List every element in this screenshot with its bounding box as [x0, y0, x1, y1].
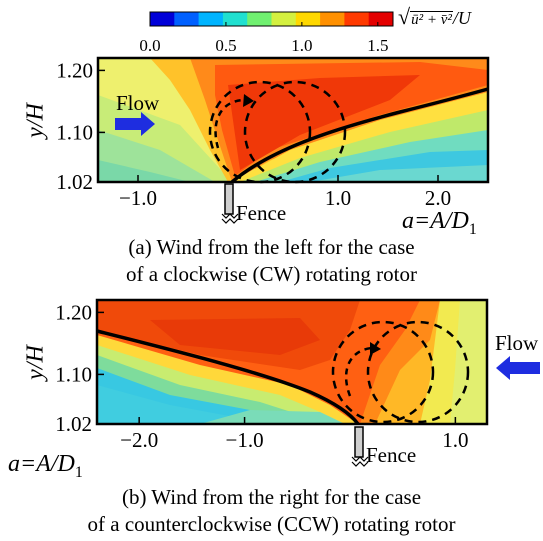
rotor-circle-a2 [243, 80, 347, 184]
colorbar-tick-label: 0.5 [215, 36, 236, 55]
xtick-label: 1.0 [325, 186, 351, 210]
rotor-circle-b2 [366, 320, 470, 424]
velocity-magnitude: ū² + v̄² [410, 11, 453, 28]
xtick-label: −1.0 [119, 186, 157, 210]
colorbar-cell [198, 12, 224, 26]
flow-label-b: Flow [495, 331, 539, 355]
flow-arrow-left [115, 112, 155, 136]
separation-line-a [230, 87, 489, 184]
xtick-label: 2.0 [425, 186, 451, 210]
rotation-arrow-b [344, 346, 373, 397]
flow-label-a: Flow [116, 91, 160, 115]
contour-field-b [97, 300, 487, 424]
flow-arrow-right [496, 356, 540, 380]
colorbar-cell [222, 12, 248, 26]
xlabel-a-text: a=A/D [402, 208, 469, 234]
caption-b-line1: (b) Wind from the right for the case [121, 485, 422, 509]
sqrt-sign: √ [398, 4, 411, 29]
xtick-label: −2.0 [120, 428, 158, 452]
xlabel-a-sub: 1 [468, 220, 477, 238]
fence-marker-a [221, 183, 239, 224]
xtick-label: −1.0 [226, 428, 264, 452]
rotor-circle-a1 [208, 80, 312, 184]
ytick-label: 1.10 [56, 120, 93, 144]
colorbar-cell [368, 12, 394, 26]
xlabel-a: a=A/D1 [402, 208, 477, 239]
contour-field-a [98, 58, 488, 182]
ytick-label: 1.10 [55, 362, 92, 386]
caption-a-line2: of a clockwise (CW) rotating rotor [126, 262, 417, 286]
plot-frame-a [96, 56, 490, 184]
colorbar-label: √ū² + v̄²/U [398, 4, 471, 30]
over-u: /U [452, 8, 471, 28]
colorbar-cell [320, 12, 345, 26]
colorbar-cell [247, 12, 272, 26]
colorbar-tick-label: 1.5 [367, 36, 388, 55]
axes-a: 1.20 1.10 1.02 −1.0 1.0 2.0 [56, 58, 451, 210]
colorbar-cell [344, 12, 370, 26]
colorbar-cell [150, 12, 175, 26]
colorbar-tick-label: 0.0 [139, 36, 160, 55]
separation-line-b [96, 329, 360, 426]
rotation-arrowhead-a [243, 94, 254, 107]
caption-b-line2: of a counterclockwise (CCW) rotating rot… [87, 512, 456, 536]
fence-marker-b [351, 426, 369, 467]
colorbar-cell [271, 12, 297, 26]
colorbar-frame [149, 11, 394, 27]
xlabel-b: a=A/D1 [8, 451, 83, 482]
fence-label-a: Fence [236, 201, 287, 225]
colorbar-tick-label: 1.0 [291, 36, 312, 55]
plot-frame-b [95, 298, 489, 426]
xlabel-b-text: a=A/D [8, 451, 75, 477]
rotation-arrowhead-b [370, 342, 381, 355]
colorbar: 0.0 0.5 1.0 1.5 [139, 11, 394, 55]
colorbar-cell [174, 12, 200, 26]
ytick-label: 1.02 [55, 412, 92, 436]
ytick-label: 1.20 [55, 300, 92, 324]
ytick-label: 1.02 [56, 170, 93, 194]
axes-b: 1.20 1.10 1.02 −2.0 −1.0 1.0 [55, 300, 468, 452]
fence-label-b: Fence [366, 443, 417, 467]
caption-a-line1: (a) Wind from the left for the case [128, 235, 415, 259]
rotor-circle-b1 [331, 320, 435, 424]
panel-a: 1.20 1.10 1.02 −1.0 1.0 2.0 [56, 56, 490, 224]
xlabel-b-sub: 1 [74, 463, 83, 481]
colorbar-ticks: 0.0 0.5 1.0 1.5 [139, 22, 388, 55]
rotation-arrow-a [214, 98, 246, 149]
ytick-label: 1.20 [56, 58, 93, 82]
xtick-label: 1.0 [442, 428, 468, 452]
ylabel-b: y/H [22, 345, 49, 380]
